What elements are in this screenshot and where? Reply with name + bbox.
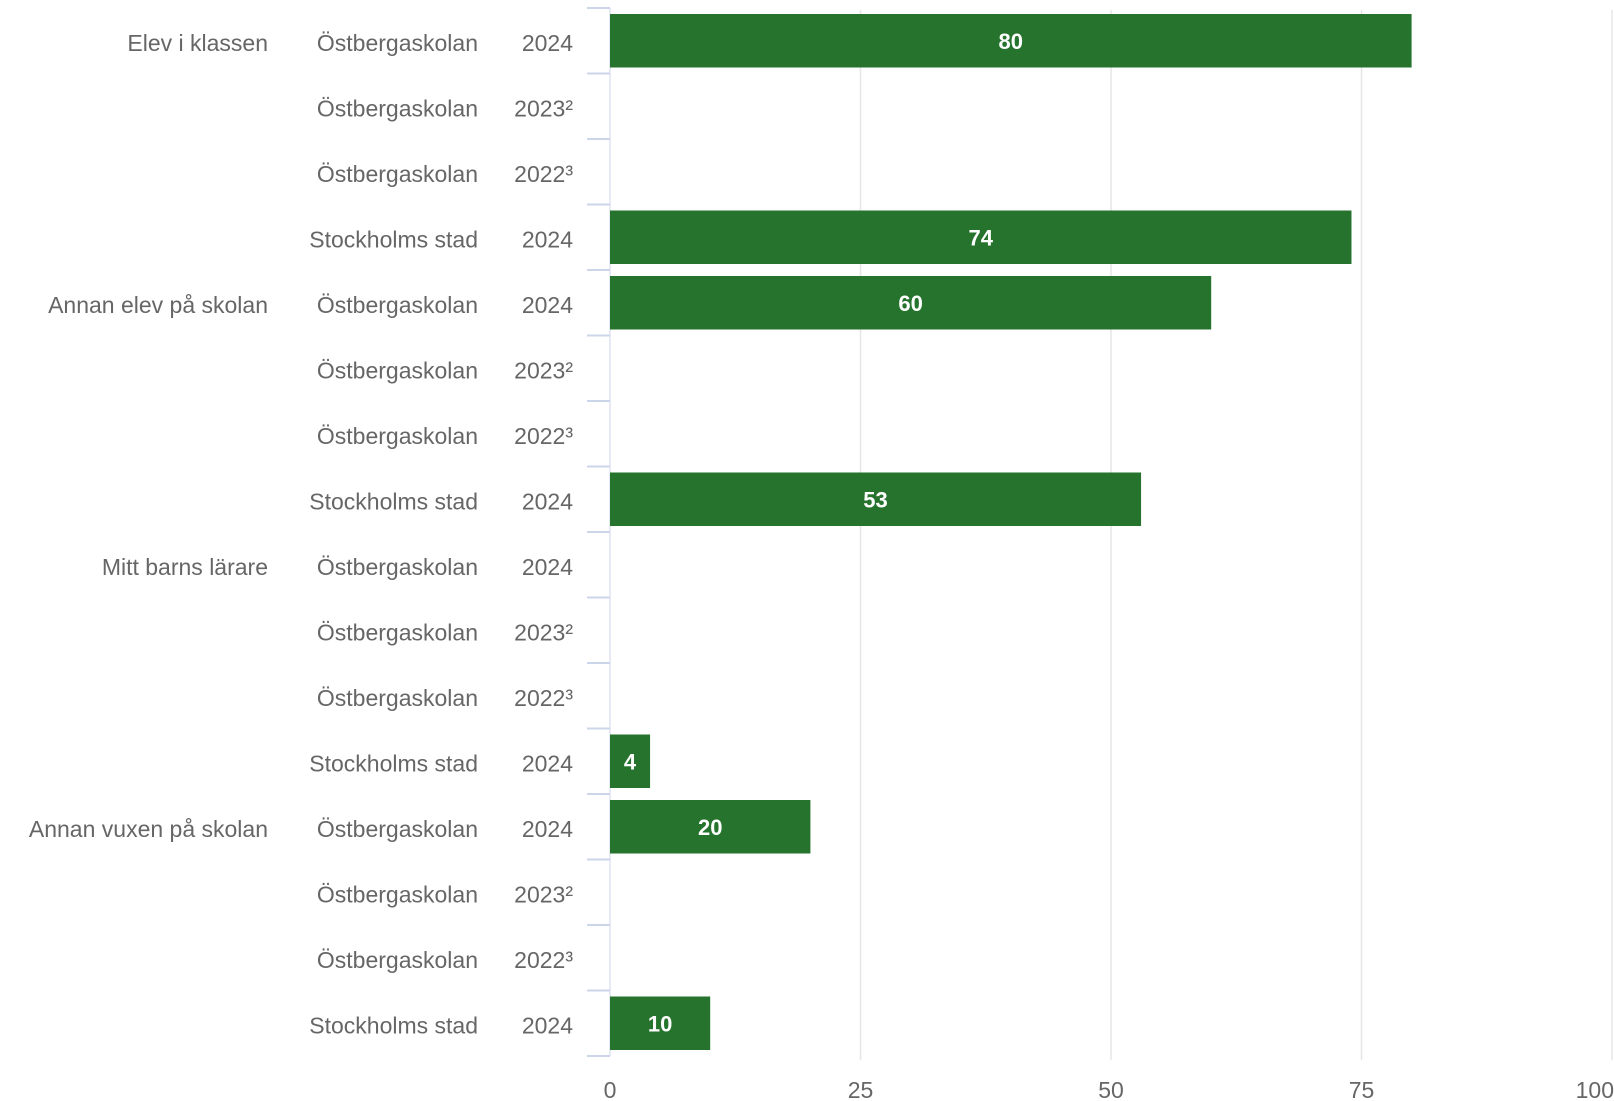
year-label: 2023² xyxy=(514,619,573,645)
org-label: Östbergaskolan xyxy=(317,685,478,711)
year-label: 2022³ xyxy=(514,685,573,711)
org-label: Stockholms stad xyxy=(309,750,478,776)
x-tick-label: 100 xyxy=(1576,1077,1614,1101)
value-axis-ticks: 0 25 50 75 100 xyxy=(604,1077,1614,1101)
org-label: Östbergaskolan xyxy=(317,161,478,187)
org-label: Östbergaskolan xyxy=(317,881,478,907)
org-label: Stockholms stad xyxy=(309,488,478,514)
category-labels: Elev i klassen Östbergaskolan 2024 Östberga… xyxy=(29,30,573,1039)
group-label: Annan vuxen på skolan xyxy=(29,816,268,842)
year-label: 2022³ xyxy=(514,947,573,973)
bar xyxy=(610,472,1142,526)
x-tick-label: 25 xyxy=(848,1077,874,1101)
org-label: Östbergaskolan xyxy=(317,292,478,318)
bar-value-label: 4 xyxy=(624,749,637,774)
year-label: 2023² xyxy=(514,357,573,383)
org-label: Östbergaskolan xyxy=(317,95,478,121)
group-label: Mitt barns lärare xyxy=(102,554,268,580)
x-tick-label: 50 xyxy=(1098,1077,1124,1101)
bar-value-label: 60 xyxy=(898,291,922,316)
bars: 80 74 60 53 4 20 10 xyxy=(610,14,1412,1050)
year-label: 2024 xyxy=(522,30,573,56)
bar xyxy=(610,14,1412,68)
org-label: Stockholms stad xyxy=(309,226,478,252)
x-tick-label: 0 xyxy=(604,1077,617,1101)
org-label: Östbergaskolan xyxy=(317,554,478,580)
year-label: 2024 xyxy=(522,554,573,580)
org-label: Östbergaskolan xyxy=(317,357,478,383)
bar-value-label: 74 xyxy=(968,225,993,250)
bar-value-label: 80 xyxy=(999,29,1023,54)
bar xyxy=(610,800,811,854)
bar xyxy=(610,210,1352,264)
bar xyxy=(610,996,711,1050)
bar xyxy=(610,276,1212,330)
category-axis xyxy=(587,7,611,1057)
year-label: 2024 xyxy=(522,1012,573,1038)
year-label: 2024 xyxy=(522,292,573,318)
org-label: Östbergaskolan xyxy=(317,30,478,56)
year-label: 2022³ xyxy=(514,161,573,187)
group-label: Elev i klassen xyxy=(127,30,268,56)
org-label: Östbergaskolan xyxy=(317,619,478,645)
x-tick-label: 75 xyxy=(1349,1077,1375,1101)
bar-value-label: 53 xyxy=(863,487,887,512)
group-label: Annan elev på skolan xyxy=(48,292,268,318)
year-label: 2024 xyxy=(522,750,573,776)
org-label: Östbergaskolan xyxy=(317,423,478,449)
year-label: 2022³ xyxy=(514,423,573,449)
org-label: Östbergaskolan xyxy=(317,816,478,842)
org-label: Östbergaskolan xyxy=(317,947,478,973)
org-label: Stockholms stad xyxy=(309,1012,478,1038)
bar-value-label: 20 xyxy=(698,815,722,840)
year-label: 2023² xyxy=(514,95,573,121)
bar-value-label: 10 xyxy=(648,1011,672,1036)
year-label: 2024 xyxy=(522,226,573,252)
grid-lines xyxy=(859,10,1613,1060)
year-label: 2024 xyxy=(522,816,573,842)
year-label: 2024 xyxy=(522,488,573,514)
bar xyxy=(610,734,651,788)
year-label: 2023² xyxy=(514,881,573,907)
